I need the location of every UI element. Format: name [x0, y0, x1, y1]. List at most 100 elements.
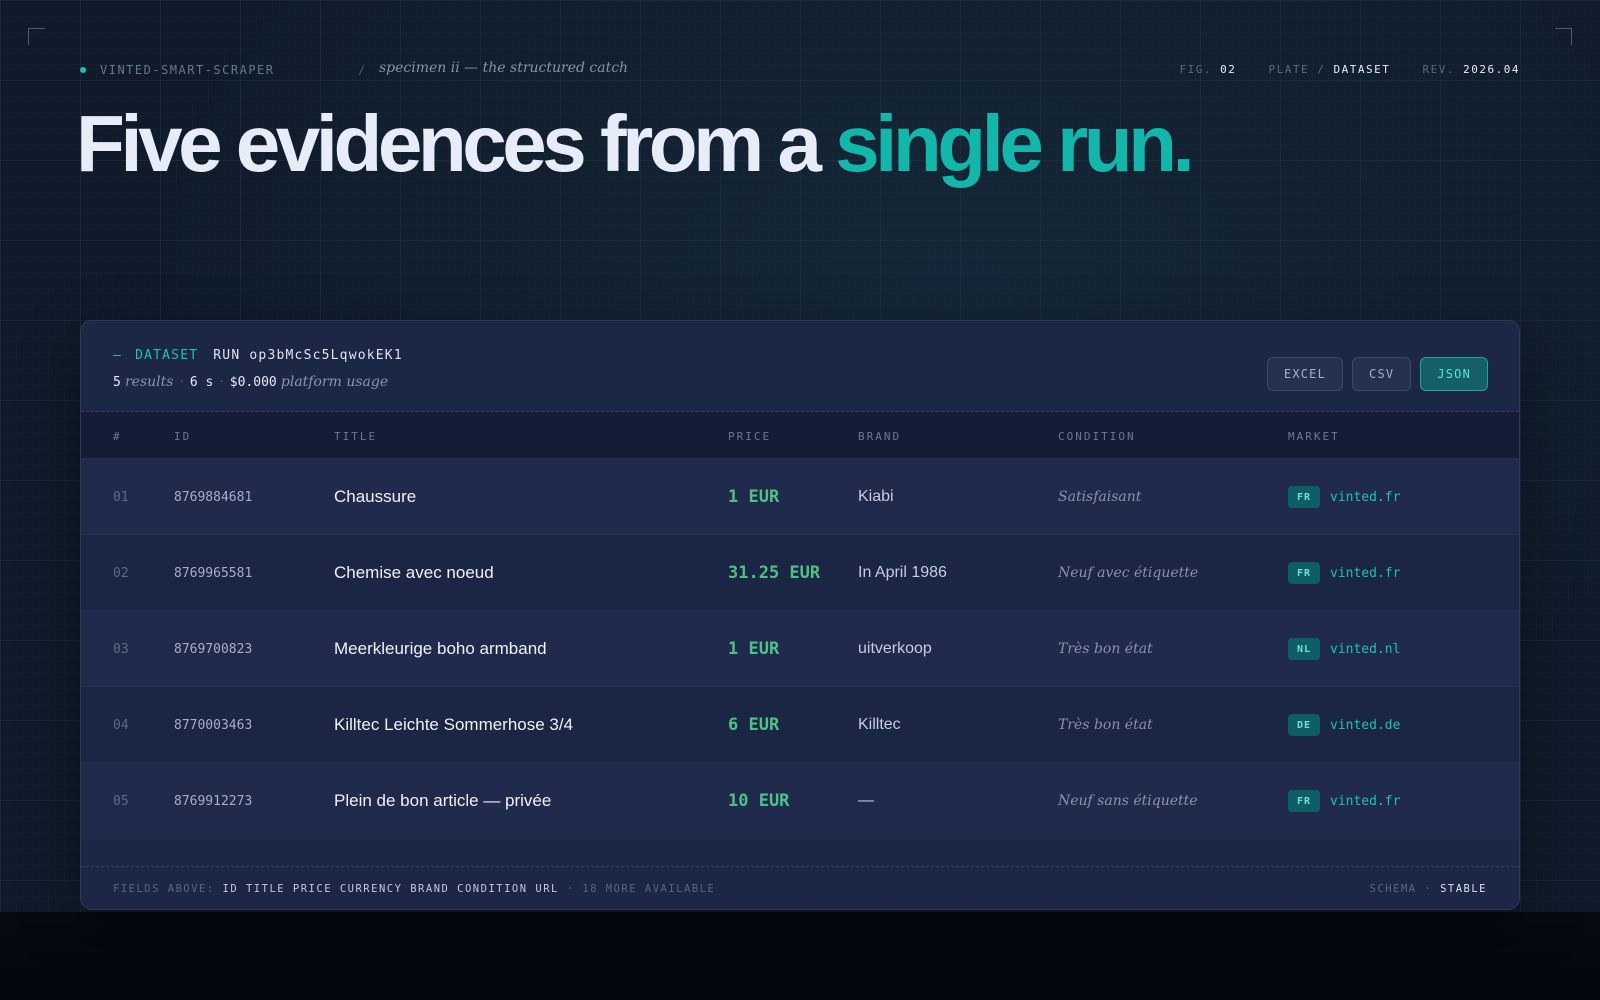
- plate-value: DATASET: [1333, 63, 1391, 76]
- fig-value: 02: [1220, 63, 1237, 76]
- column-header-market: MARKET: [1288, 430, 1340, 443]
- item-market: FR vinted.fr: [1288, 459, 1400, 535]
- column-header-brand: BRAND: [858, 430, 902, 443]
- rev-value: 2026.04: [1463, 63, 1520, 76]
- specimen-subtitle: specimen ii — the structured catch: [379, 60, 629, 76]
- row-number: 01: [113, 489, 129, 505]
- fields-summary: FIELDS ABOVE: ID TITLE PRICE CURRENCY BR…: [113, 883, 715, 895]
- panel-footer: FIELDS ABOVE: ID TITLE PRICE CURRENCY BR…: [81, 866, 1519, 909]
- background-footer-band: [0, 912, 1600, 1000]
- market-link[interactable]: vinted.fr: [1330, 489, 1401, 505]
- item-price: 31.25 EUR: [728, 563, 821, 583]
- panel-header: — DATASET RUN op3bMcSc5LqwokEK1 5 result…: [81, 321, 1519, 412]
- item-market: NL vinted.nl: [1288, 611, 1400, 687]
- headline-accent: single run.: [835, 99, 1195, 188]
- item-condition: Neuf avec étiquette: [1058, 565, 1199, 581]
- row-number: 02: [113, 565, 129, 581]
- row-number: 03: [113, 641, 129, 657]
- dash-mark: —: [113, 348, 123, 363]
- results-label: results: [124, 374, 174, 390]
- column-header-condition: CONDITION: [1058, 430, 1136, 443]
- market-badge: NL: [1288, 638, 1320, 660]
- item-price: 10 EUR: [728, 791, 790, 811]
- market-link[interactable]: vinted.de: [1330, 717, 1401, 733]
- market-link[interactable]: vinted.fr: [1330, 793, 1401, 809]
- rev-label: REV.: [1422, 63, 1456, 76]
- item-market: DE vinted.de: [1288, 687, 1400, 763]
- run-id: op3bMcSc5LqwokEK1: [249, 348, 403, 363]
- brand-name: VINTED-SMART-SCRAPER: [100, 63, 275, 77]
- item-price: 1 EUR: [728, 487, 780, 507]
- schema-value: STABLE: [1440, 883, 1487, 895]
- market-badge: FR: [1288, 562, 1320, 584]
- figure-meta: FIG. 02 PLATE / DATASET REV. 2026.04: [1180, 63, 1520, 76]
- row-number: 04: [113, 717, 129, 733]
- item-brand: In April 1986: [858, 564, 947, 581]
- fig-label: FIG.: [1179, 63, 1213, 76]
- market-badge: FR: [1288, 486, 1320, 508]
- item-id: 8769965581: [174, 565, 253, 581]
- market-badge: DE: [1288, 714, 1320, 736]
- more-fields: · 18 MORE AVAILABLE: [566, 883, 716, 895]
- schema-label: SCHEMA ·: [1369, 883, 1433, 895]
- item-brand: uitverkoop: [858, 640, 932, 657]
- table-header: # ID TITLE PRICE BRAND CONDITION MARKET: [81, 412, 1519, 458]
- item-condition: Très bon état: [1058, 717, 1153, 733]
- dataset-label: DATASET: [135, 348, 199, 363]
- run-stats: 5 results · 6 s · $0.000 platform usage: [113, 374, 388, 390]
- market-link[interactable]: vinted.fr: [1330, 565, 1401, 581]
- fields-list: ID TITLE PRICE CURRENCY BRAND CONDITION …: [222, 883, 559, 895]
- cost-label: platform usage: [280, 374, 389, 390]
- item-market: FR vinted.fr: [1288, 763, 1400, 839]
- item-price: 1 EUR: [728, 639, 780, 659]
- item-condition: Neuf sans étiquette: [1058, 793, 1198, 809]
- export-json-button[interactable]: JSON: [1420, 357, 1488, 391]
- table-row[interactable]: 05 8769912273 Plein de bon article — pri…: [81, 762, 1519, 839]
- results-count: 5: [113, 375, 121, 390]
- export-buttons: EXCEL CSV JSON: [1266, 357, 1488, 391]
- column-header-number: #: [113, 430, 122, 443]
- brand-separator: /: [358, 63, 366, 77]
- item-id: 8769884681: [174, 489, 253, 505]
- run-duration: 6 s: [189, 375, 214, 390]
- headline-main: Five evidences from a: [76, 99, 836, 188]
- schema-status: SCHEMA · STABLE: [1370, 883, 1487, 895]
- column-header-id: ID: [174, 430, 192, 443]
- dataset-panel: — DATASET RUN op3bMcSc5LqwokEK1 5 result…: [80, 320, 1520, 910]
- export-excel-button[interactable]: EXCEL: [1266, 357, 1344, 391]
- row-number: 05: [113, 793, 129, 809]
- item-market: FR vinted.fr: [1288, 535, 1400, 611]
- item-id: 8769912273: [174, 793, 253, 809]
- table-row[interactable]: 03 8769700823 Meerkleurige boho armband …: [81, 610, 1519, 687]
- market-badge: FR: [1288, 790, 1320, 812]
- item-brand: —: [858, 792, 874, 809]
- table-row[interactable]: 01 8769884681 Chaussure 1 EUR Kiabi Sati…: [81, 458, 1519, 535]
- run-cost: $0.000: [229, 375, 277, 390]
- run-info: — DATASET RUN op3bMcSc5LqwokEK1: [113, 348, 403, 363]
- status-dot-icon: [80, 67, 86, 73]
- item-title: Meerkleurige boho armband: [334, 639, 547, 658]
- item-id: 8769700823: [174, 641, 253, 657]
- stats-separator: ·: [219, 375, 224, 390]
- item-price: 6 EUR: [728, 715, 780, 735]
- plate-label: PLATE /: [1268, 63, 1326, 76]
- corner-mark-top-left: [28, 28, 45, 45]
- item-brand: Kiabi: [858, 488, 894, 505]
- column-header-title: TITLE: [334, 430, 378, 443]
- market-link[interactable]: vinted.nl: [1330, 641, 1401, 657]
- item-title: Plein de bon article — privée: [334, 791, 552, 810]
- item-id: 8770003463: [174, 717, 253, 733]
- table-row[interactable]: 04 8770003463 Killtec Leichte Sommerhose…: [81, 686, 1519, 763]
- item-title: Killtec Leichte Sommerhose 3/4: [334, 715, 574, 734]
- run-label: RUN: [213, 348, 241, 363]
- item-condition: Très bon état: [1058, 641, 1153, 657]
- table-row[interactable]: 02 8769965581 Chemise avec noeud 31.25 E…: [81, 534, 1519, 611]
- item-title: Chaussure: [334, 487, 417, 506]
- item-title: Chemise avec noeud: [334, 563, 494, 582]
- page-headline: Five evidences from a single run.: [76, 96, 1195, 191]
- export-csv-button[interactable]: CSV: [1352, 357, 1412, 391]
- stats-separator: ·: [179, 375, 184, 390]
- item-condition: Satisfaisant: [1058, 489, 1142, 505]
- top-bar: VINTED-SMART-SCRAPER / specimen ii — the…: [80, 60, 1520, 82]
- corner-mark-top-right: [1555, 28, 1572, 45]
